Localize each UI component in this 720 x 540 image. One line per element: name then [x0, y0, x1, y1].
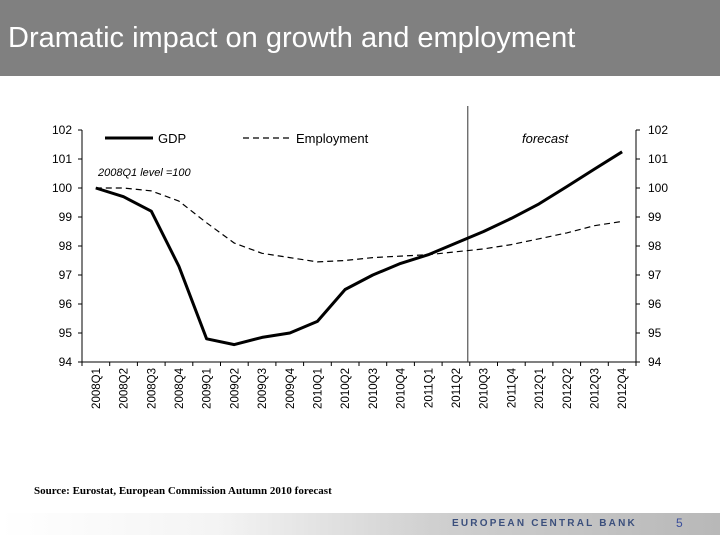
x-tick-label: 2008Q1 — [91, 368, 103, 409]
x-tick-label: 2009Q4 — [285, 367, 297, 409]
x-tick-label: 2012Q2 — [562, 368, 574, 409]
y-tick-label-left: 101 — [52, 152, 72, 166]
bank-name: EUROPEAN CENTRAL BANK — [452, 518, 637, 529]
annotation-base-level: 2008Q1 level =100 — [97, 167, 192, 179]
legend-label-gdp: GDP — [158, 131, 186, 146]
x-tick-label: 2008Q4 — [174, 367, 186, 409]
legend-label-employment: Employment — [296, 131, 369, 146]
x-tick-label: 2011Q1 — [423, 368, 435, 408]
page-number: 5 — [676, 516, 683, 530]
slide-title: Dramatic impact on growth and employment — [8, 22, 576, 54]
y-tick-label-left: 98 — [59, 239, 73, 253]
annotation-forecast: forecast — [522, 131, 570, 146]
x-tick-label: 2010Q4 — [396, 367, 408, 409]
y-tick-label-right: 96 — [648, 297, 662, 311]
x-tick-label: 2012Q4 — [617, 367, 629, 409]
y-tick-label-left: 96 — [59, 297, 73, 311]
y-tick-label-right: 101 — [648, 152, 668, 166]
y-tick-label-left: 95 — [59, 326, 73, 340]
x-tick-label: 2010Q2 — [340, 368, 352, 409]
y-tick-label-right: 99 — [648, 210, 662, 224]
y-tick-label-left: 99 — [59, 210, 73, 224]
title-bar: Dramatic impact on growth and employment — [0, 0, 720, 76]
x-tick-label: 2010Q3 — [479, 368, 491, 409]
x-tick-label: 2011Q2 — [451, 368, 463, 408]
x-tick-label: 2012Q1 — [534, 368, 546, 409]
x-tick-label: 2008Q3 — [146, 368, 158, 409]
y-tick-label-left: 94 — [59, 355, 73, 369]
y-tick-label-left: 102 — [52, 123, 72, 137]
line-chart: 94 94 95 95 96 96 97 97 98 98 99 99 100 100 101 101 102 1… — [52, 106, 668, 409]
x-tick-label: 2010Q3 — [368, 368, 380, 409]
y-tick-label-left: 100 — [52, 181, 72, 195]
y-tick-label-right: 97 — [648, 268, 662, 282]
series-line-gdp — [95, 150, 623, 347]
x-tick-label: 2010Q1 — [312, 368, 324, 409]
x-tick-label: 2008Q2 — [119, 368, 131, 409]
y-tick-label-right: 95 — [648, 326, 662, 340]
source-note: Source: Eurostat, European Commission Au… — [34, 485, 332, 497]
footer-bar: EUROPEAN CENTRAL BANK 5 — [0, 513, 720, 535]
y-tick-label-left: 97 — [59, 268, 73, 282]
x-tick-label: 2009Q3 — [257, 368, 269, 409]
y-tick-label-right: 102 — [648, 123, 668, 137]
x-tick-label: 2012Q3 — [589, 368, 601, 409]
series-line-employment — [95, 187, 623, 263]
y-tick-label-right: 94 — [648, 355, 662, 369]
x-tick-label: 2011Q4 — [506, 367, 518, 408]
y-tick-label-right: 98 — [648, 239, 662, 253]
x-tick-label: 2009Q2 — [229, 368, 241, 409]
x-tick-label: 2009Q1 — [202, 368, 214, 409]
y-tick-label-right: 100 — [648, 181, 668, 195]
